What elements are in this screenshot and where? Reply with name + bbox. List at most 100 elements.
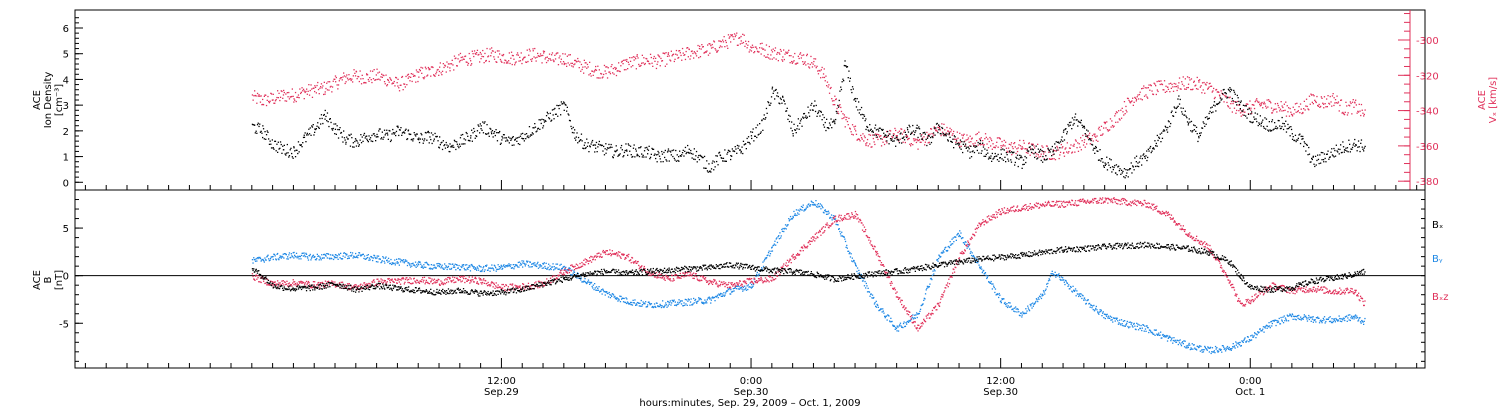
density-point <box>719 154 722 157</box>
by-point <box>686 304 688 306</box>
vx-point <box>652 57 655 60</box>
by-point <box>848 253 850 255</box>
density-point <box>274 140 276 142</box>
by-point <box>647 304 649 306</box>
vx-point <box>362 78 364 80</box>
vx-point <box>804 61 806 63</box>
by-point <box>1130 323 1132 325</box>
density-point <box>935 123 938 125</box>
by-point <box>762 265 765 268</box>
density-point <box>1110 159 1112 161</box>
density-point <box>1138 161 1141 163</box>
density-point <box>380 138 382 140</box>
density-point <box>305 141 307 143</box>
vx-point <box>1290 113 1293 115</box>
density-point <box>986 149 988 151</box>
by-point <box>438 266 441 268</box>
by-point <box>644 303 646 305</box>
vx-point <box>252 99 254 101</box>
density-point <box>554 107 556 110</box>
by-point <box>851 260 853 262</box>
by-point <box>984 272 987 274</box>
density-point <box>522 138 524 140</box>
density-point <box>925 138 927 141</box>
vx-point <box>949 127 951 129</box>
vx-point <box>1311 94 1313 96</box>
vx-point <box>944 134 947 136</box>
density-point <box>917 127 919 129</box>
density-point <box>935 127 937 129</box>
density-point <box>1073 122 1075 125</box>
by-point <box>1137 329 1140 331</box>
density-point <box>1266 125 1268 127</box>
density-point <box>761 119 763 121</box>
vx-point <box>506 61 508 63</box>
vx-point <box>895 129 897 132</box>
vx-point <box>724 46 726 48</box>
vx-point <box>593 71 595 73</box>
vx-point <box>548 58 550 60</box>
vx-point <box>1203 81 1205 84</box>
vx-point <box>1304 109 1306 111</box>
density-point <box>1276 128 1278 130</box>
by-point <box>452 266 455 268</box>
density-point <box>384 134 386 136</box>
by-point <box>919 310 921 312</box>
vx-point <box>1251 104 1253 106</box>
vx-point <box>294 99 296 101</box>
density-point <box>1213 101 1216 103</box>
by-point <box>312 255 314 257</box>
by-point <box>426 262 428 264</box>
vx-point <box>592 74 594 76</box>
vx-point <box>1208 83 1210 85</box>
vx-point <box>551 52 554 54</box>
density-point <box>831 121 834 123</box>
by-point <box>350 251 352 254</box>
vx-point <box>323 93 325 96</box>
vx-point <box>691 50 693 52</box>
by-point <box>307 259 310 261</box>
vx-point <box>1251 112 1253 115</box>
vx-point <box>624 59 626 61</box>
by-point <box>1143 330 1145 332</box>
by-point <box>1041 295 1043 297</box>
by-point <box>534 265 536 267</box>
vx-point <box>584 66 586 68</box>
density-point <box>811 109 814 111</box>
density-point <box>1343 151 1345 153</box>
by-point <box>556 267 558 269</box>
density-point <box>693 158 695 160</box>
by-point <box>527 264 530 267</box>
by-point <box>848 250 850 252</box>
density-point <box>1159 133 1161 135</box>
by-point <box>265 259 267 261</box>
vx-point <box>752 46 754 48</box>
density-point <box>616 149 618 151</box>
vx-point <box>1237 104 1239 106</box>
by-point <box>1040 297 1043 300</box>
by-point <box>687 300 689 302</box>
vx-point <box>1106 129 1109 131</box>
density-point <box>944 133 946 135</box>
density-point <box>892 140 894 142</box>
vx-point <box>774 50 776 52</box>
by-point <box>873 296 875 299</box>
density-point <box>333 123 335 125</box>
vx-point <box>771 51 774 53</box>
density-point <box>827 127 829 129</box>
by-point <box>388 260 390 262</box>
by-point <box>480 266 482 268</box>
vx-point <box>1322 103 1325 105</box>
vx-point <box>1103 127 1105 129</box>
by-point <box>974 257 976 259</box>
density-point <box>783 99 785 101</box>
density-point <box>349 145 352 147</box>
vx-point <box>969 135 971 137</box>
vx-point <box>1303 100 1305 102</box>
density-point <box>325 115 327 118</box>
density-point <box>1086 135 1089 137</box>
density-point <box>1246 117 1248 119</box>
density-point <box>797 125 799 127</box>
vx-point <box>1297 111 1299 113</box>
by-point <box>739 288 741 290</box>
